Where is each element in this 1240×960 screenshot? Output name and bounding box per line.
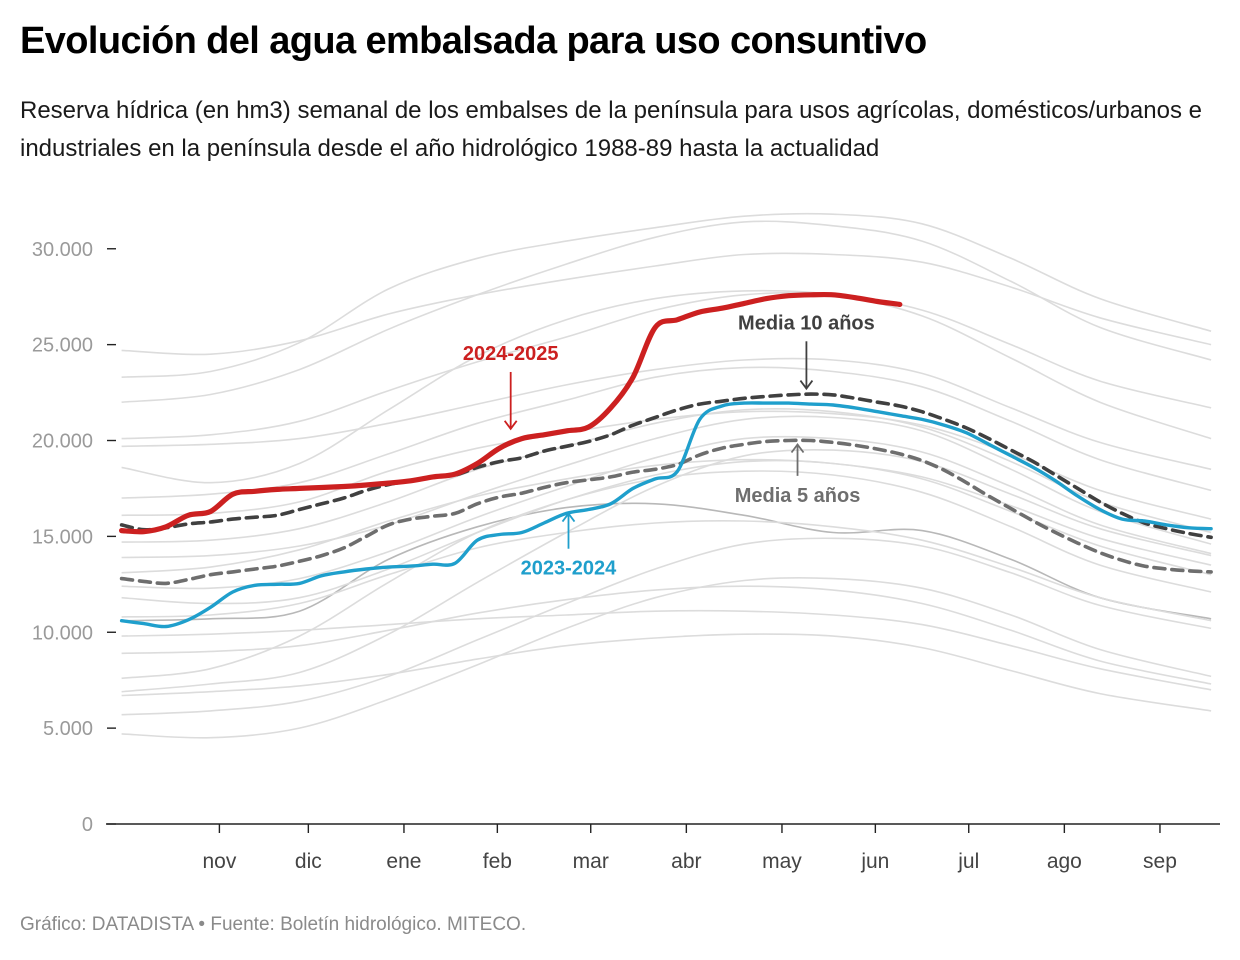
source-footer: Gráfico: DATADISTA • Fuente: Boletín hid… <box>20 914 527 935</box>
chart-subtitle: Reserva hídrica (en hm3) semanal de los … <box>20 97 1202 162</box>
historical-year-line <box>121 292 1212 440</box>
historical-year-line <box>121 408 1212 543</box>
historical-year-line <box>121 519 1212 622</box>
series-line-2024-2025 <box>119 291 903 535</box>
historical-year-line <box>121 366 1212 499</box>
y-tick-label: 5.000 <box>43 718 93 740</box>
chart-title: Evolución del agua embalsada para uso co… <box>20 20 927 62</box>
historical-year-line <box>121 585 1212 685</box>
x-tick-label: abr <box>671 850 701 873</box>
x-tick-label: ago <box>1047 850 1082 873</box>
annotation-label: Media 10 años <box>738 312 875 334</box>
series-line-media-10-anos <box>119 392 1213 540</box>
historical-year-line <box>121 252 1212 356</box>
historical-year-line <box>121 220 1212 403</box>
annotation-arrowhead <box>503 420 518 431</box>
y-tick-label: 25.000 <box>32 335 93 357</box>
highlighted-lines <box>119 291 1213 629</box>
historical-year-line <box>121 576 1212 739</box>
x-tick-label: dic <box>295 850 322 873</box>
x-tick-label: nov <box>202 850 236 873</box>
historical-year-line <box>121 458 1212 574</box>
historical-year-line <box>121 448 1212 693</box>
x-tick-label: ene <box>386 850 421 873</box>
annotation-label: Media 5 años <box>735 485 861 507</box>
x-tick-label: jul <box>957 850 979 873</box>
x-tick-label: feb <box>483 850 512 873</box>
y-tick-label: 15.000 <box>32 526 93 548</box>
historical-year-line <box>121 609 1212 691</box>
historical-year-line <box>121 289 1212 484</box>
x-axis: nov dic ene feb mar abr may jun jul ago sep <box>106 823 1220 873</box>
annotation-label: 2023-2024 <box>521 558 618 580</box>
historical-lines <box>121 212 1212 739</box>
historical-year-line <box>121 633 1212 712</box>
series-line-2023-2024 <box>119 401 1213 629</box>
y-tick-label: 20.000 <box>32 431 93 453</box>
historical-year-line <box>121 537 1212 716</box>
y-tick-label: 30.000 <box>32 239 93 261</box>
y-tick-label: 0 <box>82 814 93 836</box>
historical-year-line <box>121 415 1212 559</box>
x-tick-label: mar <box>573 850 609 873</box>
annotations: 2024-2025 2023-2024 Media 10 años Media 5 a… <box>463 312 875 579</box>
y-axis: 0 5.000 10.000 15.000 20.000 25.000 30.000 <box>32 239 116 836</box>
historical-year-line <box>121 435 1212 590</box>
historical-year-line <box>121 212 1212 378</box>
annotation-arrowhead <box>561 512 576 523</box>
annotation-label: 2024-2025 <box>463 343 559 365</box>
x-tick-label: jun <box>860 850 889 873</box>
series-line-media-5-anos <box>119 438 1213 586</box>
annotation-arrowhead <box>799 380 814 391</box>
highlighted-historical-line <box>121 502 1212 622</box>
historical-year-line <box>121 357 1212 471</box>
historical-year-line <box>121 459 1212 605</box>
y-tick-label: 10.000 <box>32 622 93 644</box>
annotation-arrowhead <box>790 443 805 454</box>
x-tick-label: sep <box>1143 850 1177 873</box>
x-tick-label: may <box>762 850 802 873</box>
